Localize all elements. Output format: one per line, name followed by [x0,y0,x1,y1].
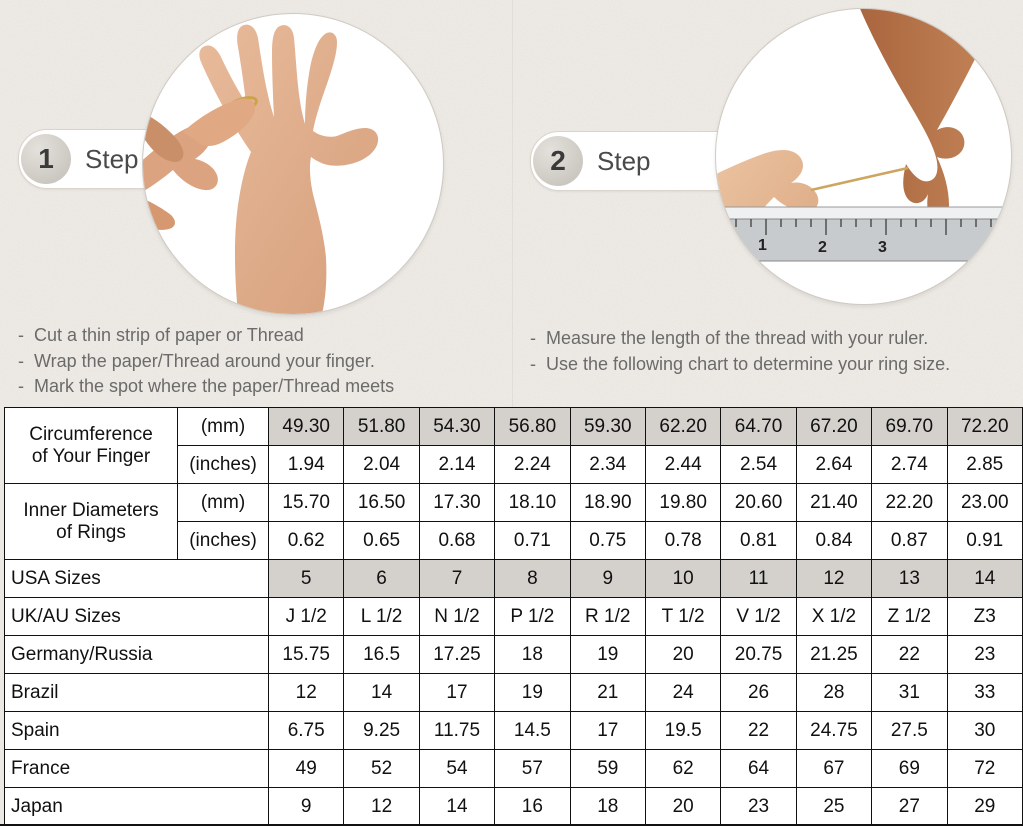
svg-text:2: 2 [818,239,827,256]
svg-text:3: 3 [878,239,887,256]
svg-text:1: 1 [758,237,767,254]
